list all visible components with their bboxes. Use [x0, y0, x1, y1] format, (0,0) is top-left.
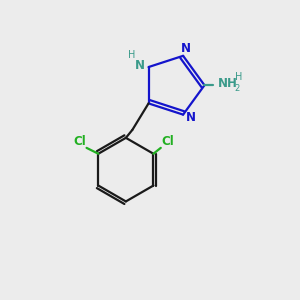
Text: H: H	[128, 50, 135, 60]
Text: 2: 2	[234, 84, 239, 93]
Text: N: N	[181, 42, 191, 55]
Text: Cl: Cl	[161, 135, 174, 148]
Text: Cl: Cl	[74, 135, 86, 148]
Text: N: N	[135, 59, 145, 72]
Text: H: H	[235, 72, 242, 82]
Text: N: N	[186, 111, 197, 124]
Text: NH: NH	[218, 77, 237, 90]
